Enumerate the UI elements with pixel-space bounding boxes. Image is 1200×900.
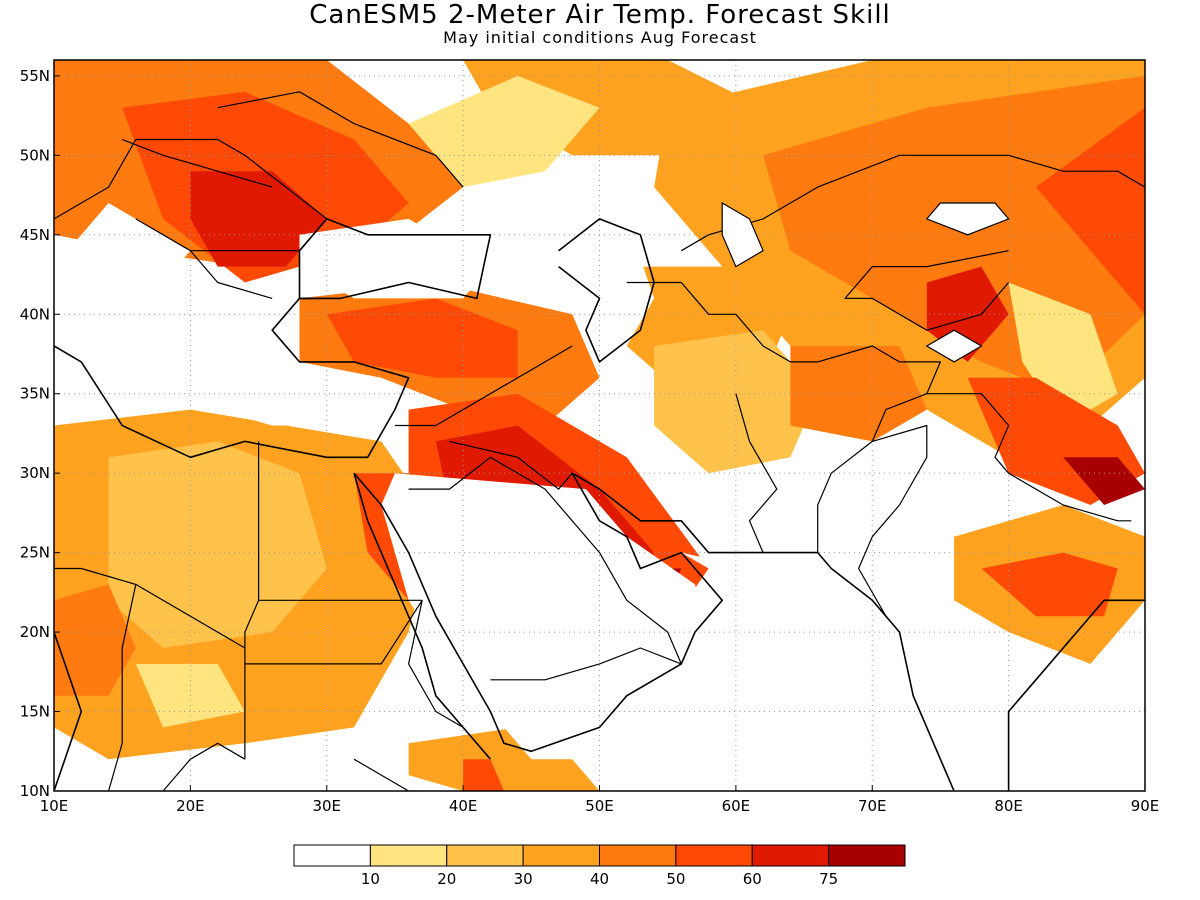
- lon-tick-label: 20E: [176, 797, 205, 815]
- colorbar-swatch-4: [599, 844, 677, 867]
- lon-tick-label: 80E: [994, 797, 1023, 815]
- map-title: CanESM5 2-Meter Air Temp. Forecast Skill: [309, 0, 891, 30]
- coastline-2: [558, 218, 655, 363]
- country-border-4: [394, 345, 573, 427]
- country-border-15: [244, 441, 260, 760]
- country-border-3: [189, 250, 273, 299]
- colorbar-label: 75: [819, 870, 838, 888]
- colorbar-swatch-5: [675, 844, 753, 867]
- water-mask-3: [381, 473, 1145, 791]
- lat-tick-label: 20N: [20, 623, 50, 641]
- lon-tick-label: 30E: [312, 797, 341, 815]
- skill-region-2: [190, 171, 327, 267]
- skill-region-28: [408, 727, 600, 791]
- skill-region-29: [463, 759, 504, 791]
- skill-region-24: [54, 584, 136, 696]
- skill-region-13: [654, 330, 818, 474]
- lat-tick-label: 45N: [20, 226, 50, 244]
- country-border-20: [408, 600, 464, 728]
- country-border-8: [626, 281, 818, 363]
- colorbar-label: 10: [361, 870, 380, 888]
- country-border-1: [217, 91, 464, 188]
- country-border-2: [121, 138, 273, 188]
- country-border-0: [54, 138, 328, 252]
- lake-0: [925, 202, 1010, 236]
- country-border-5: [449, 440, 573, 490]
- skill-region-16: [326, 298, 518, 378]
- country-border-12: [857, 424, 928, 617]
- lon-tick-label: 10E: [40, 797, 69, 815]
- colorbar-swatch-1: [369, 844, 448, 867]
- lon-tick-label: 90E: [1131, 797, 1160, 815]
- lat-tick-label: 10N: [20, 782, 50, 800]
- country-border-10: [735, 393, 778, 553]
- coastline-6: [1007, 599, 1145, 791]
- water-mask-1: [558, 203, 655, 346]
- lat-tick-label: 40N: [20, 305, 50, 323]
- country-border-13: [926, 393, 1132, 522]
- skill-region-14: [790, 346, 927, 442]
- colorbar-label: 20: [437, 870, 456, 888]
- skill-region-22: [108, 441, 327, 648]
- colorbar-swatch-6: [751, 844, 830, 867]
- colorbar-label: 60: [743, 870, 762, 888]
- lake-1: [721, 201, 764, 268]
- country-border-22: [353, 758, 409, 791]
- country-border-14: [844, 250, 1010, 331]
- axis-tick-layer: 10E 20E 30E 40E 50E 60E 70E 80E 90E 10N 15N 20N 25N 3…: [20, 67, 1160, 815]
- country-border-11: [817, 345, 942, 553]
- coastline-3: [353, 472, 724, 753]
- colorbar: 10 20 30 40 50 60 75: [293, 844, 906, 888]
- plot-area: [54, 60, 1145, 791]
- colorbar-label: 30: [514, 870, 533, 888]
- skill-region-7: [1035, 107, 1145, 315]
- lon-tick-label: 40E: [449, 797, 478, 815]
- skill-region-27: [981, 552, 1118, 617]
- water-mask-2: [54, 314, 409, 426]
- lon-tick-label: 70E: [858, 797, 887, 815]
- lon-tick-label: 60E: [722, 797, 751, 815]
- country-border-17: [54, 567, 246, 649]
- country-border-18: [108, 584, 137, 791]
- skill-region-9: [1008, 282, 1118, 426]
- coastline-0: [54, 297, 410, 459]
- colorbar-swatch-3: [522, 844, 600, 867]
- lon-tick-label: 50E: [585, 797, 614, 815]
- water-mask-0: [299, 218, 491, 299]
- colorbar-label: 40: [590, 870, 609, 888]
- lat-tick-label: 15N: [20, 703, 50, 721]
- lat-tick-label: 35N: [20, 385, 50, 403]
- country-border-21: [244, 599, 423, 665]
- country-border-19: [162, 742, 246, 791]
- lat-tick-label: 25N: [20, 544, 50, 562]
- lat-tick-label: 55N: [20, 67, 50, 85]
- skill-region-11: [1063, 457, 1145, 505]
- map-subtitle: May initial conditions Aug Forecast: [443, 28, 757, 47]
- colorbar-swatch-0: [293, 844, 371, 867]
- skill-region-4: [408, 75, 600, 188]
- lake-layer: [721, 201, 1010, 363]
- country-border-7: [490, 647, 682, 681]
- colorbar-swatch-2: [446, 844, 524, 867]
- coastline-7: [54, 631, 83, 791]
- country-border-6: [408, 456, 682, 665]
- lat-tick-label: 50N: [20, 146, 50, 164]
- lake-2: [925, 329, 983, 363]
- water-mask-4: [681, 520, 955, 601]
- lat-tick-label: 30N: [20, 464, 50, 482]
- colorbar-swatch-7: [828, 844, 906, 867]
- colorbar-label: 50: [666, 870, 685, 888]
